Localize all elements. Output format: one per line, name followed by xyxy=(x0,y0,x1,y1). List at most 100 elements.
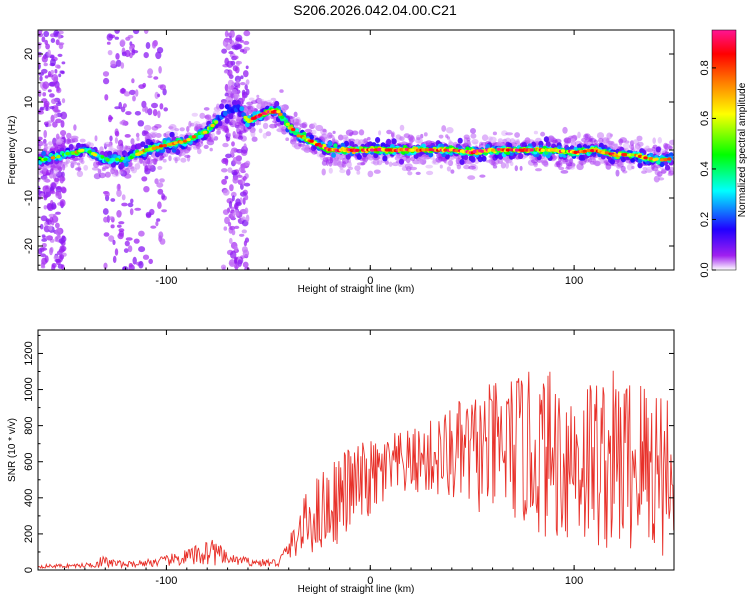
halo-cell xyxy=(154,124,162,129)
speckle xyxy=(59,70,65,74)
ridge-cell xyxy=(573,146,578,151)
spectrogram-x-label: Height of straight line (km) xyxy=(298,284,415,295)
halo-cell xyxy=(629,144,633,149)
halo-cell xyxy=(321,133,328,140)
speckle xyxy=(236,149,243,154)
halo-cell xyxy=(250,106,255,110)
speckle xyxy=(107,50,113,56)
ridge-cell xyxy=(386,138,392,145)
halo-cell xyxy=(124,173,132,179)
ridge-cell xyxy=(398,158,405,165)
halo-cell xyxy=(221,124,227,132)
speckle xyxy=(237,83,241,89)
speckle xyxy=(159,178,165,183)
ridge-cell xyxy=(664,164,671,171)
halo-cell xyxy=(216,103,220,110)
speckle xyxy=(106,33,114,41)
speckle xyxy=(224,30,229,38)
halo-cell xyxy=(439,164,443,169)
ridge-cell xyxy=(560,149,566,153)
speckle xyxy=(230,213,236,220)
spectrogram-y-ticks: -20 -10 0 10 20 xyxy=(23,34,674,266)
halo-cell xyxy=(186,147,192,151)
halo-cell xyxy=(535,168,542,172)
speckle xyxy=(54,258,61,263)
halo-cell xyxy=(55,140,63,145)
ridge-cell xyxy=(457,137,463,144)
speckle xyxy=(150,225,157,229)
speckle xyxy=(225,158,229,166)
halo-cell xyxy=(618,140,623,146)
ridge-cell xyxy=(590,149,595,153)
halo-cell xyxy=(626,163,633,171)
halo-cell xyxy=(241,92,247,98)
halo-cell xyxy=(262,132,268,139)
speckle xyxy=(241,229,247,234)
ridge-cell xyxy=(454,149,459,153)
speckle xyxy=(243,70,249,78)
speckle xyxy=(122,266,126,270)
speckle xyxy=(40,247,48,251)
halo-cell xyxy=(552,139,559,144)
speckle xyxy=(243,30,251,37)
speckle xyxy=(110,60,116,67)
speckle xyxy=(232,156,238,165)
ridge-cell xyxy=(228,113,234,120)
ridge-cell xyxy=(41,150,47,156)
speckle xyxy=(114,130,120,137)
y-tick-label: 0 xyxy=(23,147,35,153)
chart-title: S206.2026.042.04.00.C21 xyxy=(293,2,457,18)
speckle xyxy=(51,98,57,105)
speckle xyxy=(124,240,130,247)
speckle xyxy=(142,254,150,260)
speckle xyxy=(43,130,47,138)
speckle xyxy=(155,51,162,60)
halo-cell xyxy=(94,135,98,142)
snr-panel: -100 0 100 0 200 400 600 800 1000 1200 Height of… xyxy=(7,329,675,595)
speckle xyxy=(128,263,133,268)
halo-cell xyxy=(450,169,455,174)
halo-cell xyxy=(147,163,153,169)
halo-cell xyxy=(327,132,333,139)
snr-x-ticks: -100 0 100 xyxy=(64,330,657,587)
speckle xyxy=(135,89,139,97)
speckle xyxy=(157,93,161,98)
halo-cell xyxy=(652,137,656,144)
speckle xyxy=(158,66,162,74)
halo-cell xyxy=(72,158,80,161)
speckle xyxy=(55,186,62,190)
speckle xyxy=(221,168,228,173)
ridge-cell xyxy=(663,158,668,162)
speckle xyxy=(55,102,62,106)
ridge-cell xyxy=(424,148,430,152)
ridge-cell xyxy=(162,144,167,148)
halo-cell xyxy=(391,132,395,138)
speckle xyxy=(124,134,131,138)
x-tick-label: -100 xyxy=(155,575,177,587)
halo-cell xyxy=(576,163,584,171)
halo-cell xyxy=(407,171,413,176)
speckle xyxy=(41,36,46,43)
halo-cell xyxy=(657,137,662,144)
halo-cell xyxy=(641,170,647,174)
speckle xyxy=(157,110,161,119)
ridge-cell xyxy=(278,112,283,116)
speckle xyxy=(106,41,111,45)
speckle xyxy=(116,224,122,228)
speckle xyxy=(108,235,115,242)
halo-cell xyxy=(500,162,506,169)
halo-cell xyxy=(136,136,140,142)
speckle xyxy=(41,68,48,74)
ridge-cell xyxy=(47,157,52,163)
speckle xyxy=(134,111,141,116)
halo-cell xyxy=(569,165,575,170)
ridge-cell xyxy=(276,110,281,114)
speckle xyxy=(49,247,53,256)
speckle xyxy=(152,109,158,117)
speckle xyxy=(40,253,46,258)
speckle xyxy=(103,77,110,85)
speckle xyxy=(240,163,245,171)
speckle xyxy=(228,261,235,265)
speckle xyxy=(234,204,238,210)
speckle xyxy=(55,222,60,229)
